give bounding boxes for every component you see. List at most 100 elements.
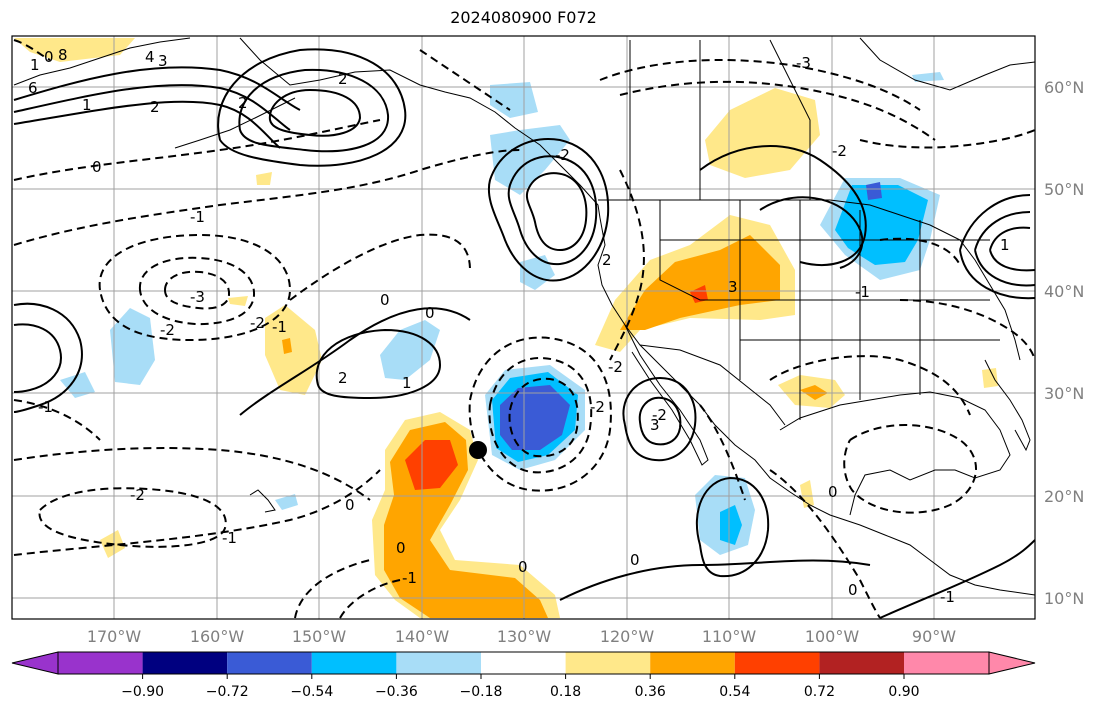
colorbar-segment — [481, 652, 566, 674]
shade-positive-16 — [982, 368, 998, 388]
contour-label: -2 — [652, 406, 667, 424]
shade-positive-6 — [282, 338, 292, 354]
coast-gulf-mexico — [779, 391, 1011, 516]
colorbar-tick-label: 0.90 — [888, 684, 919, 700]
colorbar-segment — [565, 652, 651, 674]
coast-hawaii — [249, 489, 276, 513]
contour-label: 0 — [44, 48, 54, 66]
contour-label: 3 — [158, 52, 168, 70]
lon-tick-label: 160°W — [190, 627, 245, 646]
contour-label: 0 — [630, 551, 640, 569]
contour-solid-8 — [525, 172, 588, 252]
contour-label: 0 — [425, 304, 435, 322]
lon-tick-label: 100°W — [805, 627, 860, 646]
contour-dashed-23 — [879, 237, 961, 266]
contour-dashed-16 — [769, 469, 881, 619]
coast-florida — [984, 359, 1031, 452]
contour-solid-21 — [13, 323, 62, 393]
lon-tick-label: 140°W — [395, 627, 450, 646]
contour-label: 3 — [728, 278, 738, 296]
contour-label: -2 — [608, 358, 623, 376]
contour-dashed-group — [13, 39, 1035, 619]
contour-solid-14 — [559, 559, 871, 601]
contour-label: -1 — [222, 529, 237, 547]
colorbar-extend-high — [988, 651, 1036, 675]
contour-solid-0 — [13, 66, 301, 111]
contour-label: 2 — [238, 94, 248, 112]
contour-label: 6 — [28, 79, 38, 97]
contour-label: -1 — [272, 318, 287, 336]
contour-dashed-3 — [138, 256, 256, 326]
shade-negative-14 — [912, 72, 944, 82]
contour-label: 1 — [402, 374, 412, 392]
colorbar-tick-label: −0.90 — [121, 684, 164, 700]
contour-label: 0 — [92, 158, 102, 176]
contour-label: 0 — [828, 483, 838, 501]
contour-dashed-1 — [13, 149, 521, 246]
colorbar: −0.90 −0.72 −0.54 −0.36 −0.18 0.18 0.36 … — [11, 651, 1036, 700]
contour-dashed-26 — [609, 169, 645, 361]
contour-label: 0 — [396, 539, 406, 557]
contour-solid-6 — [487, 138, 610, 282]
contour-dashed-0 — [13, 119, 381, 181]
lat-tick-label: 20°N — [1044, 487, 1084, 506]
coast-north-america-west — [597, 217, 1035, 596]
longitude-axis: 170°W 160°W 150°W 140°W 130°W 120°W 110°… — [87, 627, 956, 646]
contour-label: -3 — [190, 288, 205, 306]
colorbar-tick-label: −0.36 — [375, 684, 418, 700]
contour-label: 3 — [650, 416, 660, 434]
contour-label: 1 — [1000, 236, 1010, 254]
lon-tick-label: 130°W — [497, 627, 552, 646]
colorbar-segment — [58, 652, 143, 674]
contour-solid-13 — [695, 476, 770, 578]
contour-label: 2 — [338, 369, 348, 387]
colorbar-segment — [311, 652, 397, 674]
lat-tick-label: 30°N — [1044, 384, 1084, 403]
contour-label: -2 — [832, 142, 847, 160]
shade-negative-5 — [866, 182, 882, 200]
contour-solid-18 — [974, 211, 1035, 287]
contour-dashed-2 — [98, 233, 292, 342]
colorbar-segment — [819, 652, 904, 674]
contour-dashed-22 — [859, 129, 1035, 149]
colorbar-tick-label: −0.72 — [206, 684, 249, 700]
storm-location-marker — [469, 441, 487, 459]
colorbar-tick-label: 0.18 — [550, 684, 581, 700]
latitude-axis: 60°N 50°N 40°N 30°N 20°N 10°N — [1044, 78, 1084, 608]
colorbar-segment — [904, 652, 989, 674]
contour-dashed-10 — [488, 356, 593, 474]
contour-label: 0 — [848, 581, 858, 599]
coast-hudson — [859, 37, 1035, 91]
lon-tick-label: 170°W — [87, 627, 142, 646]
map-frame — [11, 35, 1036, 620]
colorbar-extend-low — [11, 651, 59, 675]
contour-dashed-12 — [599, 59, 921, 111]
colorbar-segment — [650, 652, 735, 674]
contour-label: 0 — [345, 496, 355, 514]
contour-solid-10 — [239, 307, 471, 416]
contour-label: 2 — [338, 70, 348, 88]
contour-solid-4 — [238, 68, 390, 153]
shade-negative-9 — [720, 505, 742, 545]
shade-negative-15 — [275, 494, 298, 510]
contour-dashed-24 — [899, 299, 1035, 361]
contour-label: -2 — [555, 146, 570, 164]
coast-east — [959, 239, 1021, 361]
contour-solid-5 — [268, 88, 362, 137]
shade-negative-7 — [490, 82, 538, 118]
contour-solid-20 — [13, 302, 83, 413]
shade-positive-13 — [256, 172, 272, 185]
colorbar-tick-label: −0.54 — [290, 684, 333, 700]
contour-solid-15 — [699, 145, 867, 266]
contour-label: 1 — [82, 96, 92, 114]
contour-dashed-19 — [339, 579, 401, 619]
lon-tick-label: 110°W — [702, 627, 757, 646]
colorbar-segment — [396, 652, 481, 674]
contour-dashed-8 — [13, 469, 381, 556]
contour-dashed-7 — [38, 487, 227, 548]
lon-tick-label: 120°W — [600, 627, 655, 646]
shade-positive-5 — [265, 305, 322, 395]
colorbar-segment — [734, 652, 820, 674]
contour-dashed-15 — [769, 355, 971, 416]
